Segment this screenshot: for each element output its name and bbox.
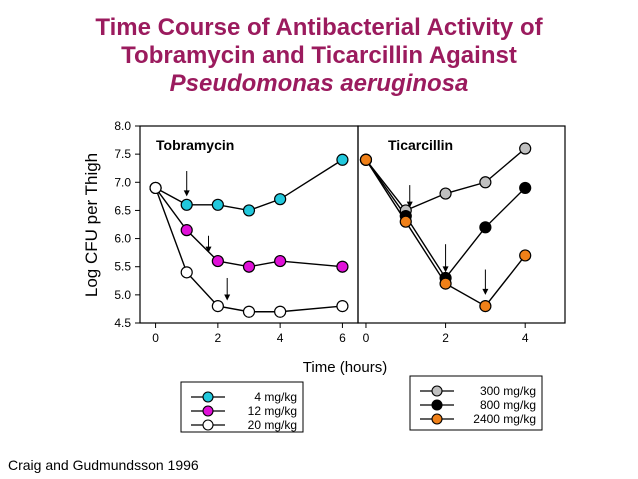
data-point [479,300,492,313]
y-tick-label: 6.0 [114,232,131,246]
x-tick-label: 2 [442,331,449,345]
data-point [336,153,349,166]
data-point [242,260,256,273]
data-point [336,260,349,273]
data-point [519,181,532,195]
axes-layer: Log CFU per Thigh 4.5 5.0 5.5 6.0 6.5 7.0 7.5 8.… [82,119,566,376]
legend-label: 12 mg/kg [248,404,297,418]
legend-label: 20 mg/kg [248,418,297,432]
legend-marker [431,413,443,425]
dose-arrow-head [442,266,449,273]
legend-label: 800 mg/kg [480,398,536,412]
data-point [274,305,287,318]
legend-label: 300 mg/kg [480,384,536,398]
y-tick-label: 8.0 [114,119,131,133]
legend-marker [202,419,214,431]
x-tick-label: 6 [339,331,346,345]
legend-marker [202,391,214,403]
y-tick-label: 5.0 [114,288,131,302]
chart-title-line-2: Tobramycin and Ticarcillin Against [121,42,517,69]
legend-marker [431,399,443,411]
x-tick-label: 4 [277,331,284,345]
series-layer [149,142,532,318]
dose-arrow-head [482,288,489,295]
dose-arrow-head [406,201,413,208]
data-point [211,300,224,313]
legend-label: 2400 mg/kg [473,412,536,426]
data-point [211,254,224,268]
source-citation: Craig and Gudmundsson 1996 [8,457,199,473]
data-point [519,142,532,155]
y-axis-label: Log CFU per Thigh [82,153,101,297]
panel-title-1: Tobramycin [156,137,234,153]
dose-arrow-head [183,190,190,197]
data-point [211,198,224,211]
data-point [242,204,256,217]
x-tick-label: 2 [215,331,222,345]
series-line-20-mg-kg [154,187,343,313]
data-point [274,193,287,206]
y-tick-label: 5.5 [114,260,131,274]
y-tick-label: 7.0 [114,175,131,189]
data-point [180,224,193,237]
panel-title-2: Ticarcillin [388,137,453,153]
data-point [180,266,193,279]
data-point [359,153,373,166]
x-tick-label: 4 [522,331,529,345]
legend-tobramycin [180,381,304,433]
chart-title: Time Course of Antibacterial Activity of… [0,14,638,98]
legend-marker [202,405,214,417]
data-point [149,181,162,195]
series-line-300-mg-kg [365,147,526,212]
data-point [399,215,412,228]
x-tick-label: 0 [363,331,370,345]
data-point [479,221,492,234]
data-point [479,176,492,189]
legend-label: 4 mg/kg [254,390,297,404]
data-point [439,187,452,200]
y-tick-label: 7.5 [114,147,131,161]
y-tick-label: 6.5 [114,203,131,217]
series-line-12-mg-kg [155,187,343,268]
x-axis-label: Time (hours) [303,359,387,376]
x-tick-label: 0 [152,331,159,345]
dose-arrow-head [205,246,212,253]
data-point [519,249,532,262]
data-point [439,277,452,290]
data-point [180,198,193,211]
data-point [242,305,256,318]
legend-marker [431,385,443,397]
y-tick-label: 4.5 [114,316,131,330]
chart-title-line-3: Pseudomonas aeruginosa [169,70,469,97]
data-point [336,300,349,313]
chart-title-line-1: Time Course of Antibacterial Activity of [95,14,543,41]
dose-arrow-head [224,294,231,301]
panel-frame-1 [139,125,359,324]
data-point [274,254,287,268]
panel-frame-2 [357,125,566,324]
